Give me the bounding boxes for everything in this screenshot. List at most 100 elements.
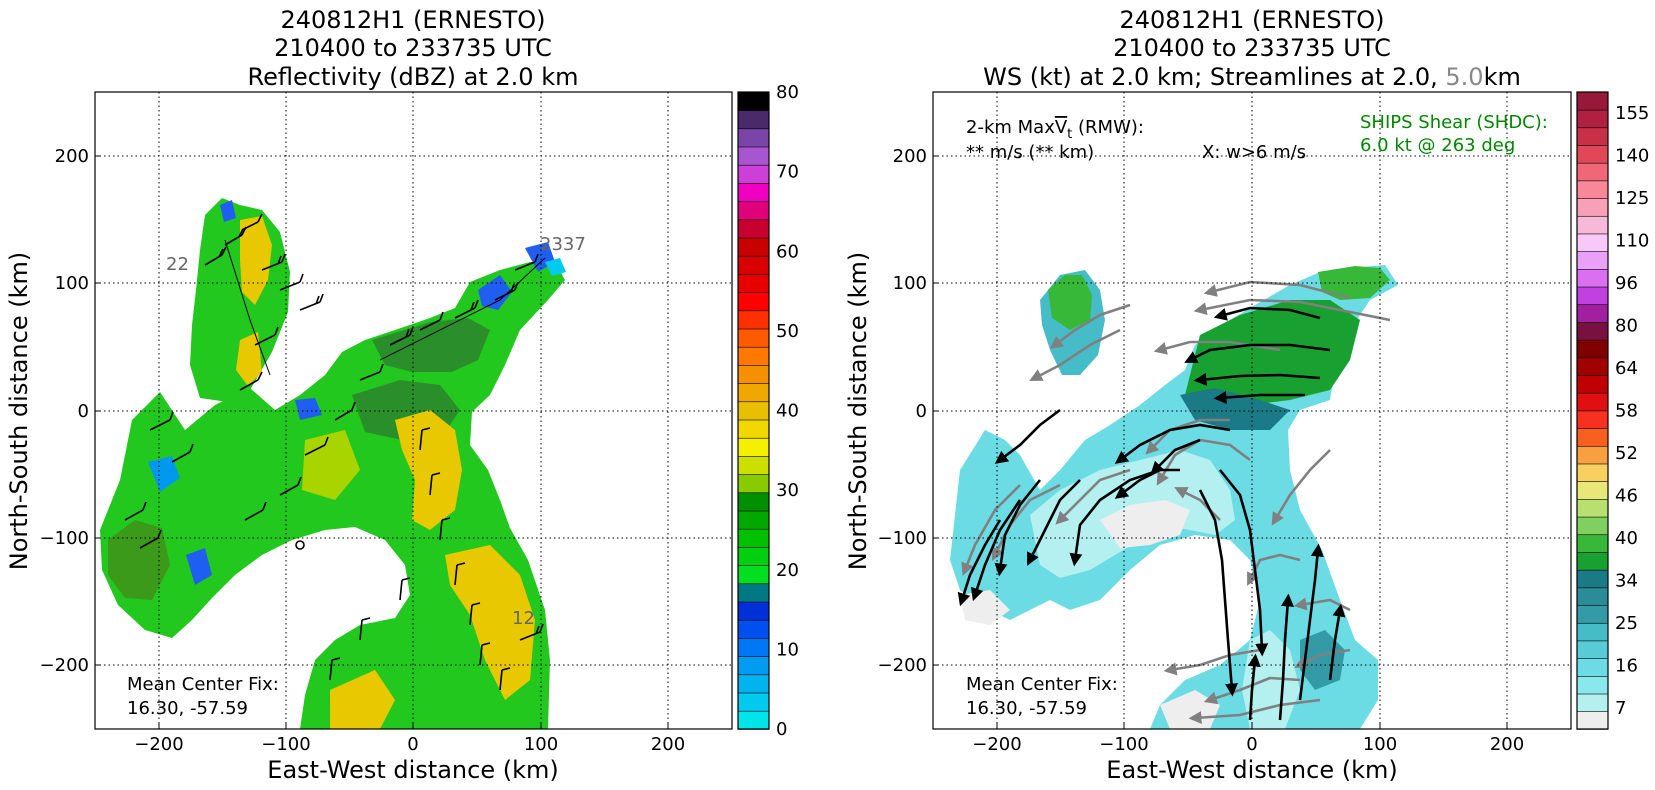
colorbar-tick-label: 70 bbox=[776, 162, 799, 183]
colorbar-tick-label: 34 bbox=[1615, 570, 1638, 591]
echo-blue-3 bbox=[148, 456, 180, 492]
windspeed-panel: 240812H1 (ERNESTO) 210400 to 233735 UTC … bbox=[844, 6, 1649, 784]
echo-dark-core-1 bbox=[372, 318, 490, 372]
right-center-fix-value: 16.30, -57.59 bbox=[966, 698, 1087, 719]
ws-green-band bbox=[1185, 300, 1360, 410]
colorbar-tick-label: 52 bbox=[1615, 443, 1638, 464]
colorbar-tick-label: 10 bbox=[776, 639, 799, 660]
right-title-3c: km bbox=[1484, 63, 1521, 91]
colorbar-swatch bbox=[737, 510, 770, 530]
colorbar-tick-label: 80 bbox=[776, 82, 799, 103]
left-x-tick-marks bbox=[95, 155, 669, 729]
colorbar-tick-label: 40 bbox=[776, 401, 799, 422]
colorbar-swatch bbox=[1576, 551, 1609, 571]
echo-blue-5 bbox=[295, 398, 322, 420]
left-title-line-2: 210400 to 233735 UTC bbox=[274, 34, 552, 62]
colorbar-swatch bbox=[1576, 622, 1609, 642]
echo-yellow-band-5 bbox=[302, 430, 360, 500]
right-xtick-label: 200 bbox=[1490, 734, 1524, 755]
right-xtick-label: 0 bbox=[1246, 734, 1257, 755]
colorbar-swatch bbox=[737, 710, 770, 730]
windspeed-field bbox=[950, 265, 1398, 729]
right-tick-marks bbox=[933, 155, 1508, 729]
maxvt-label-v: V bbox=[1055, 117, 1068, 138]
colorbar-swatch bbox=[737, 273, 770, 293]
echo-blue-4 bbox=[186, 548, 212, 585]
maxvt-label-a: 2-km Max bbox=[966, 117, 1055, 138]
colorbar-swatch bbox=[737, 364, 770, 384]
right-xtick-label: −200 bbox=[972, 734, 1021, 755]
right-ytick-label: −100 bbox=[878, 528, 927, 549]
colorbar-swatch bbox=[737, 328, 770, 348]
colorbar-tick-label: 64 bbox=[1615, 358, 1638, 379]
colorbar-swatch bbox=[1576, 250, 1609, 270]
track-label-2337: 2337 bbox=[540, 234, 586, 255]
colorbar-swatch bbox=[737, 310, 770, 330]
left-colorbar: 0 10 20 30 40 50 60 70 80 bbox=[737, 82, 799, 740]
left-ytick-label: 0 bbox=[78, 401, 89, 422]
right-colorbar: 7 16 25 34 40 46 52 58 64 80 96 110 125 140 155 bbox=[1576, 91, 1649, 730]
colorbar-swatch bbox=[1576, 215, 1609, 235]
colorbar-tick-label: 46 bbox=[1615, 485, 1638, 506]
left-colorbar-swatches bbox=[737, 91, 770, 730]
colorbar-swatch bbox=[1576, 498, 1609, 518]
colorbar-swatch bbox=[1576, 516, 1609, 536]
colorbar-swatch bbox=[1576, 233, 1609, 252]
colorbar-swatch bbox=[1576, 711, 1609, 730]
colorbar-swatch bbox=[1576, 357, 1609, 376]
colorbar-swatch bbox=[737, 655, 770, 676]
echo-yellow-band-6 bbox=[330, 670, 395, 729]
colorbar-swatch bbox=[1576, 109, 1609, 129]
left-center-fix-label: Mean Center Fix: bbox=[127, 674, 279, 695]
left-xtick-label: 200 bbox=[651, 734, 685, 755]
streamlines-2km bbox=[957, 306, 1346, 721]
right-colorbar-swatches bbox=[1576, 91, 1609, 730]
colorbar-tick-label: 96 bbox=[1615, 273, 1638, 294]
right-ytick-label: 0 bbox=[916, 401, 927, 422]
colorbar-swatch bbox=[737, 128, 770, 148]
colorbar-swatch bbox=[1576, 286, 1609, 306]
shear-label: SHIPS Shear (SHDC): bbox=[1360, 112, 1548, 133]
updraft-note: X: w>6 m/s bbox=[1202, 142, 1306, 163]
colorbar-tick-label: 20 bbox=[776, 560, 799, 581]
colorbar-swatch bbox=[1576, 162, 1609, 182]
colorbar-swatch bbox=[1576, 445, 1609, 465]
left-ytick-label: −100 bbox=[40, 528, 89, 549]
colorbar-swatch bbox=[1576, 321, 1609, 341]
colorbar-tick-label: 58 bbox=[1615, 401, 1638, 422]
maxvt-label: 2-km MaxVt (RMW): bbox=[966, 117, 1144, 142]
colorbar-swatch bbox=[1576, 693, 1609, 713]
colorbar-swatch bbox=[737, 219, 770, 239]
colorbar-swatch bbox=[1576, 268, 1609, 288]
reflectivity-panel: 240812H1 (ERNESTO) 210400 to 233735 UTC … bbox=[5, 6, 799, 784]
left-ytick-label: 100 bbox=[55, 273, 89, 294]
flight-track-barbs bbox=[124, 213, 546, 691]
colorbar-swatch bbox=[1576, 91, 1609, 111]
colorbar-tick-label: 25 bbox=[1615, 613, 1638, 634]
colorbar-swatch bbox=[737, 564, 770, 585]
colorbar-swatch bbox=[1576, 587, 1609, 606]
colorbar-swatch bbox=[737, 200, 770, 221]
colorbar-swatch bbox=[737, 674, 770, 694]
colorbar-swatch bbox=[737, 637, 770, 657]
colorbar-swatch bbox=[737, 419, 770, 439]
colorbar-swatch bbox=[737, 255, 770, 275]
colorbar-swatch bbox=[737, 346, 770, 366]
colorbar-tick-label: 125 bbox=[1615, 188, 1649, 209]
maxvt-value: ** m/s (** km) bbox=[966, 142, 1094, 163]
track-label-12: 12 bbox=[512, 608, 535, 629]
colorbar-swatch bbox=[1576, 534, 1609, 553]
left-title-line-1: 240812H1 (ERNESTO) bbox=[280, 6, 545, 34]
left-colorbar-frame bbox=[737, 91, 770, 730]
right-y-axis-label: North-South distance (km) bbox=[844, 252, 872, 571]
left-title-line-3: Reflectivity (dBZ) at 2.0 km bbox=[248, 63, 579, 91]
left-xtick-label: 0 bbox=[407, 734, 418, 755]
right-ytick-label: 200 bbox=[893, 146, 927, 167]
colorbar-swatch bbox=[737, 692, 770, 712]
right-title-line-1: 240812H1 (ERNESTO) bbox=[1119, 6, 1384, 34]
echo-yellow-band-1 bbox=[395, 410, 462, 530]
colorbar-tick-label: 0 bbox=[776, 719, 787, 740]
right-x-tick-labels: −200 −100 0 100 200 bbox=[972, 734, 1524, 755]
colorbar-swatch bbox=[737, 91, 770, 111]
